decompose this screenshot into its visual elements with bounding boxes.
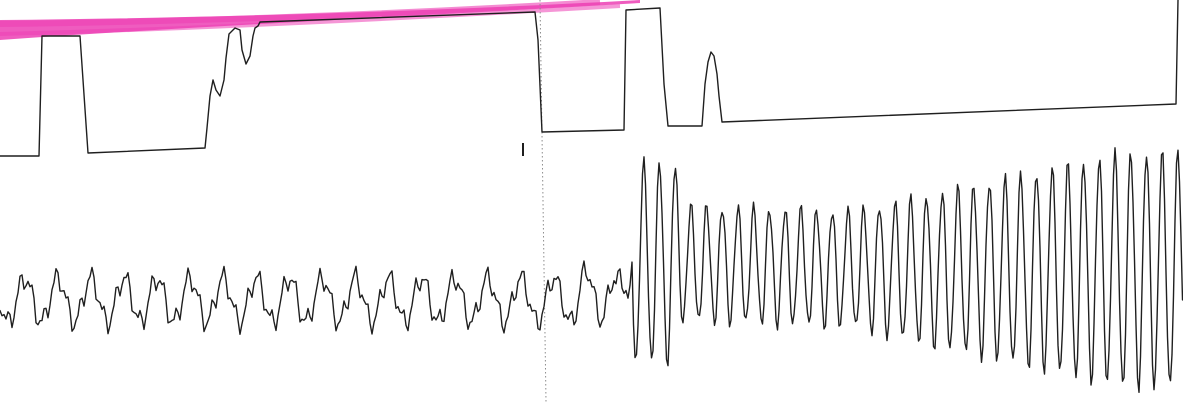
upper-trace	[0, 0, 1179, 157]
event-divider-line	[539, 0, 547, 402]
lower-trace	[0, 147, 1183, 393]
